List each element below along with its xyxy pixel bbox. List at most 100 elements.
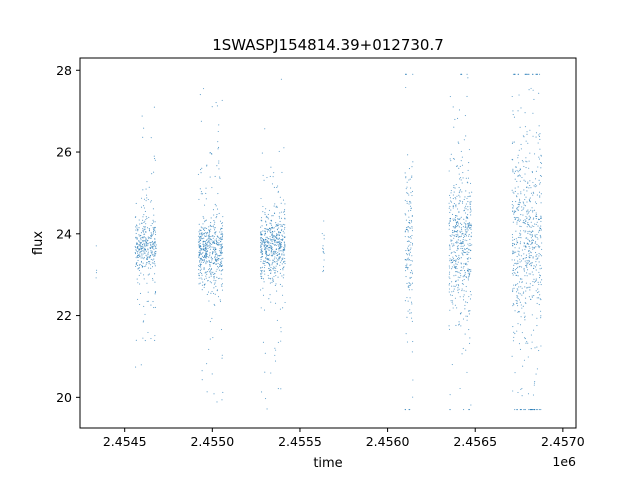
data-point — [213, 229, 216, 231]
data-point — [512, 110, 514, 112]
data-point — [260, 252, 262, 254]
data-point — [515, 243, 517, 245]
data-point — [524, 260, 526, 262]
data-point — [214, 251, 216, 253]
data-point — [136, 278, 138, 280]
data-point — [535, 261, 537, 263]
data-point — [470, 294, 472, 296]
data-point — [540, 167, 542, 169]
data-point — [465, 263, 467, 265]
data-point — [526, 266, 528, 268]
data-point — [471, 244, 473, 246]
data-point — [221, 246, 224, 248]
data-point — [269, 236, 271, 238]
data-point — [201, 167, 203, 169]
data-point — [468, 224, 470, 226]
data-point — [215, 254, 217, 256]
data-point — [143, 198, 145, 200]
data-point — [531, 241, 534, 244]
data-point — [535, 218, 537, 220]
data-point — [464, 270, 466, 272]
data-point — [142, 228, 144, 230]
data-point — [518, 220, 520, 222]
data-point — [146, 217, 148, 219]
data-point — [458, 167, 460, 169]
data-point — [147, 243, 149, 245]
data-point — [260, 236, 262, 239]
data-point — [452, 198, 454, 200]
data-point — [448, 254, 450, 257]
data-point — [262, 205, 264, 208]
data-point — [264, 240, 266, 242]
data-point — [262, 230, 264, 232]
data-point — [464, 304, 466, 306]
data-point — [220, 241, 222, 243]
data-point — [468, 251, 470, 254]
data-point — [148, 186, 150, 188]
data-point — [465, 135, 467, 137]
data-point — [455, 274, 457, 276]
data-point — [464, 236, 466, 238]
data-point — [466, 251, 468, 253]
data-point — [458, 324, 460, 326]
data-point — [404, 231, 406, 233]
data-point — [449, 409, 451, 411]
data-point — [408, 216, 410, 218]
data-point — [520, 388, 522, 390]
data-point — [459, 165, 461, 167]
data-point — [540, 310, 542, 312]
data-point — [260, 267, 262, 269]
data-point — [458, 321, 460, 323]
data-point — [271, 277, 273, 279]
data-point — [268, 258, 270, 260]
data-point — [150, 304, 152, 306]
data-point — [275, 267, 277, 269]
data-point — [138, 243, 140, 246]
data-point — [468, 257, 470, 259]
data-point — [204, 235, 206, 237]
data-point — [536, 254, 538, 256]
data-point — [524, 126, 526, 128]
data-point — [261, 271, 263, 273]
data-point — [404, 409, 406, 411]
data-point — [274, 230, 276, 232]
data-point — [267, 241, 269, 243]
data-point — [135, 232, 137, 234]
data-point — [450, 209, 452, 211]
data-point — [460, 245, 462, 247]
data-point — [284, 209, 286, 211]
data-point — [213, 276, 215, 278]
data-point — [539, 245, 541, 247]
data-point — [470, 232, 473, 234]
data-point — [148, 263, 150, 265]
data-point — [208, 269, 210, 271]
data-point — [270, 250, 272, 252]
data-point — [460, 227, 462, 229]
data-point — [135, 243, 138, 245]
data-point — [539, 274, 541, 276]
data-point — [270, 239, 273, 241]
data-point — [458, 271, 460, 273]
data-point — [531, 314, 533, 316]
data-point — [519, 234, 521, 236]
data-point — [213, 246, 215, 248]
data-point — [208, 271, 210, 273]
data-point — [460, 235, 463, 237]
data-point — [539, 298, 541, 300]
data-point — [454, 227, 457, 229]
data-point — [284, 214, 286, 216]
data-point — [260, 251, 262, 253]
data-point — [531, 271, 533, 273]
data-point — [323, 238, 325, 240]
data-point — [453, 290, 455, 292]
data-point — [274, 241, 276, 244]
data-point — [203, 229, 205, 231]
data-point — [531, 296, 533, 298]
data-point — [533, 281, 536, 283]
data-point — [450, 239, 452, 241]
data-point — [520, 304, 522, 306]
data-point — [520, 214, 522, 216]
data-point — [522, 214, 524, 216]
data-point — [540, 193, 542, 195]
data-point — [282, 238, 284, 240]
